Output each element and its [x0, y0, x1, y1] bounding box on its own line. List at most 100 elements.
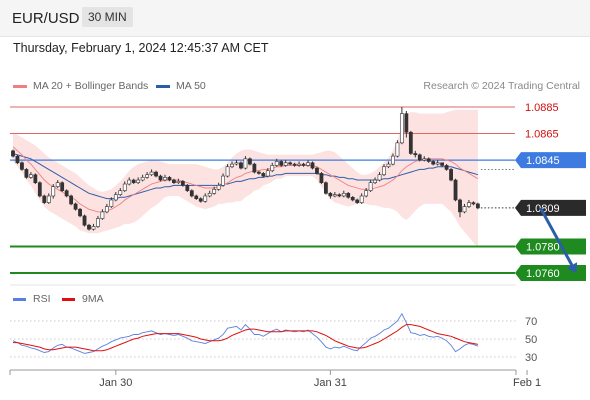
candle-body-67	[310, 162, 315, 169]
candle-body-84	[386, 163, 391, 168]
candle-body-91	[417, 154, 422, 161]
candle-body-95	[435, 162, 440, 165]
ma50-swatch	[156, 84, 170, 88]
ma50-label: MA 50	[176, 80, 206, 92]
candle-body-37	[176, 181, 181, 183]
candle-body-35	[167, 177, 172, 181]
timestamp: Thursday, February 1, 2024 12:45:37 AM C…	[13, 41, 269, 55]
candle-body-70	[323, 182, 328, 194]
candle-body-100	[458, 199, 462, 213]
candle-body-98	[449, 169, 453, 181]
candle-body-74	[341, 193, 346, 197]
forecast-arrow-head	[566, 262, 578, 273]
candle-body-22	[109, 199, 114, 207]
candle-body-29	[140, 177, 145, 181]
candle-body-52	[243, 158, 248, 169]
candle-body-6	[37, 182, 42, 197]
candle-body-80	[368, 182, 373, 191]
candle-body-34	[163, 177, 167, 181]
candle-body-56	[261, 173, 266, 177]
candle-body-2	[20, 162, 24, 170]
forecast-arrow-shaft	[539, 207, 574, 266]
candle-body-90	[413, 153, 418, 156]
symbol-label: EUR/USD	[12, 10, 80, 27]
candle-body-96	[440, 162, 445, 166]
candle-body-94	[431, 161, 436, 165]
candle-body-66	[306, 162, 310, 166]
candle-body-4	[28, 174, 33, 178]
timeframe-badge[interactable]: 30 MIN	[82, 7, 133, 27]
candle-body-81	[373, 179, 377, 183]
rsi-swatch	[13, 297, 26, 301]
level-label-1: 1.0865	[525, 129, 559, 141]
candle-body-62	[288, 162, 293, 165]
candle-body-76	[350, 197, 355, 201]
candle-body-88	[404, 113, 409, 133]
candle-body-31	[149, 171, 154, 176]
rsi-label: RSI	[33, 293, 51, 305]
candle-body-59	[274, 161, 279, 166]
candle-body-0	[11, 150, 15, 157]
candle-body-55	[256, 171, 261, 174]
candle-body-97	[444, 165, 449, 170]
candle-body-69	[319, 173, 324, 183]
candle-body-87	[399, 113, 404, 144]
candle-body-49	[230, 163, 234, 168]
candle-body-14	[73, 203, 78, 210]
candles	[11, 107, 480, 231]
ma20-label: MA 20 + Bollinger Bands	[33, 80, 149, 92]
rsi-ma9-line	[13, 324, 478, 352]
candle-body-60	[279, 161, 284, 166]
candle-body-33	[158, 175, 163, 181]
candle-body-30	[145, 174, 150, 178]
candle-body-36	[172, 179, 176, 183]
candle-body-44	[207, 193, 212, 197]
candle-body-93	[426, 158, 431, 162]
candle-body-57	[265, 170, 270, 177]
level-tag-2	[515, 152, 586, 169]
candle-body-9	[51, 186, 56, 197]
candle-body-26	[127, 179, 132, 185]
candle-body-54	[252, 163, 257, 173]
candle-body-79	[364, 190, 369, 197]
ma20-swatch	[13, 84, 27, 88]
candle-body-47	[221, 175, 225, 186]
candle-body-11	[60, 182, 65, 191]
candle-body-19	[96, 218, 100, 227]
candle-body-25	[122, 183, 127, 191]
chart-header: EUR/USD 30 MIN	[0, 0, 590, 37]
ma50-line	[12, 153, 479, 200]
candle-body-5	[33, 174, 38, 183]
candle-body-86	[395, 142, 400, 157]
candle-body-75	[346, 193, 351, 198]
candle-body-7	[42, 195, 47, 203]
candle-body-20	[100, 211, 105, 219]
candle-body-78	[359, 195, 364, 203]
rsi-tick-2: 30	[525, 352, 537, 364]
credit-text: Research © 2024 Trading Central	[423, 80, 580, 92]
candle-body-41	[194, 195, 199, 199]
candle-body-85	[391, 155, 395, 165]
candle-body-53	[248, 158, 252, 165]
candle-body-102	[467, 202, 471, 207]
candle-body-51	[239, 162, 243, 169]
candle-body-18	[91, 226, 96, 230]
rsi-line	[12, 312, 479, 354]
candle-body-64	[297, 163, 301, 166]
level-label-3: 1.0780	[526, 241, 560, 253]
bollinger-band	[13, 109, 478, 248]
candle-body-99	[453, 179, 458, 201]
candle-body-24	[118, 190, 123, 195]
level-tag-3	[515, 238, 586, 255]
candle-body-43	[203, 195, 208, 202]
x-tick-label-1: Jan 31	[314, 377, 347, 389]
last-price-label: 1.0809	[526, 203, 560, 215]
level-label-0: 1.0885	[525, 102, 559, 114]
level-label-4: 1.0760	[526, 268, 560, 280]
candle-body-16	[82, 215, 87, 226]
candle-body-39	[185, 185, 190, 191]
candle-body-71	[328, 193, 333, 197]
candle-body-12	[64, 190, 69, 197]
candle-body-61	[283, 162, 288, 166]
